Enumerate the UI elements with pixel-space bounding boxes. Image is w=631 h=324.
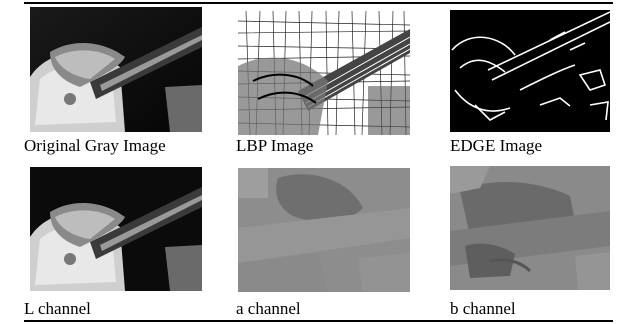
caption-a-channel: a channel bbox=[236, 299, 301, 318]
caption-b-channel: b channel bbox=[450, 299, 516, 318]
a-channel-image bbox=[238, 168, 410, 292]
caption-edge: EDGE Image bbox=[450, 136, 543, 155]
b-channel-image bbox=[450, 166, 610, 290]
table-top-rule bbox=[24, 2, 613, 4]
original-gray-image bbox=[30, 7, 202, 132]
caption-original-gray: Original Gray Image bbox=[24, 136, 166, 155]
caption-lbp: LBP Image bbox=[236, 136, 314, 155]
caption-l-channel: L channel bbox=[24, 299, 91, 318]
table-bottom-rule bbox=[24, 320, 613, 322]
lbp-image bbox=[238, 11, 410, 135]
l-channel-image bbox=[30, 167, 202, 291]
edge-image bbox=[450, 10, 610, 132]
